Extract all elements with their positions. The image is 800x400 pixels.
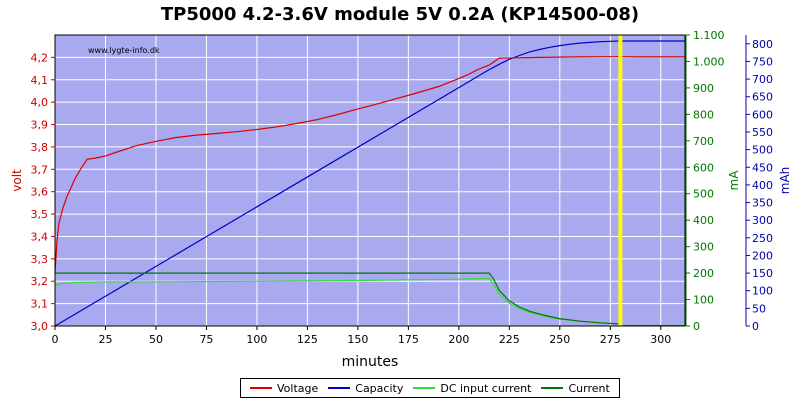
legend: Voltage Capacity DC input current Current (240, 378, 620, 398)
y1-tick-label: 4,2 (31, 51, 49, 64)
y-axis-volt: 3,0 3,1 3,2 3,3 3,4 3,5 3,6 3,7 3,8 3,9 4,0 4,1 4,2 v… (10, 51, 55, 333)
y2-tick-label: 100 (693, 294, 714, 307)
y3-tick-label: 650 (752, 91, 773, 104)
x-tick-label: 225 (499, 333, 520, 346)
x-tick-label: 150 (347, 333, 368, 346)
y1-axis-label: volt (10, 169, 24, 192)
y1-tick-label: 3,1 (31, 298, 49, 311)
plot-area (55, 35, 685, 326)
chart-title: TP5000 4.2-3.6V module 5V 0.2A (KP14500-… (160, 4, 640, 25)
y-axis-mah: 0 50 100 150 200 250 300 350 400 450 500 550 600 650 7… (745, 35, 792, 333)
y2-tick-label: 400 (693, 214, 714, 227)
x-tick-label: 0 (52, 333, 59, 346)
y2-tick-label: 1.100 (693, 29, 725, 42)
y2-tick-label: 900 (693, 82, 714, 95)
y3-tick-label: 700 (752, 73, 773, 86)
x-tick-label: 25 (98, 333, 112, 346)
y3-tick-label: 750 (752, 55, 773, 68)
y2-tick-label: 800 (693, 108, 714, 121)
legend-label: DC input current (440, 381, 532, 395)
series-capacity-line (54, 40, 685, 327)
x-tick-label: 275 (600, 333, 621, 346)
legend-swatch (328, 387, 351, 389)
y3-tick-label: 150 (752, 267, 773, 280)
x-tick-label: 125 (297, 333, 318, 346)
legend-item: Current (541, 381, 610, 395)
y2-tick-label: 500 (693, 188, 714, 201)
y2-tick-label: 300 (693, 241, 714, 254)
y3-tick-label: 500 (752, 144, 773, 157)
y1-tick-label: 3,5 (31, 208, 49, 221)
legend-label: Current (568, 381, 610, 395)
legend-swatch (413, 387, 436, 389)
y3-tick-label: 300 (752, 214, 773, 227)
y3-tick-label: 400 (752, 179, 773, 192)
y3-tick-label: 250 (752, 232, 773, 245)
y-axis-ma: 0 100 200 300 400 500 600 700 800 900 1.000 1.100 mA (685, 29, 741, 333)
x-tick-label: 50 (149, 333, 163, 346)
y2-tick-label: 1.000 (693, 55, 725, 68)
y2-axis-label: mA (727, 170, 741, 191)
y3-tick-label: 0 (752, 320, 759, 333)
y3-tick-label: 600 (752, 108, 773, 121)
y1-tick-label: 4,1 (31, 74, 49, 87)
y3-tick-label: 450 (752, 161, 773, 174)
legend-label: Capacity (355, 381, 404, 395)
watermark: www.lygte-info.dk (88, 46, 160, 55)
y1-tick-label: 3,9 (31, 119, 49, 132)
legend-item: Voltage (250, 382, 318, 395)
y1-tick-label: 3,8 (31, 141, 49, 154)
series-current-line (55, 272, 685, 327)
y2-tick-label: 200 (693, 267, 714, 280)
legend-swatch (541, 387, 564, 389)
y1-tick-label: 3,7 (31, 163, 49, 176)
y3-axis-label: mAh (778, 167, 792, 195)
y1-tick-label: 4,0 (31, 96, 49, 109)
y1-tick-label: 3,0 (31, 320, 49, 333)
y3-tick-label: 350 (752, 197, 773, 210)
y2-tick-label: 600 (693, 161, 714, 174)
y1-tick-label: 3,3 (31, 253, 49, 266)
series-voltage-line (54, 56, 685, 273)
y3-tick-label: 550 (752, 126, 773, 139)
y3-tick-label: 100 (752, 285, 773, 298)
y1-tick-label: 3,6 (31, 186, 49, 199)
x-axis-label: minutes (342, 354, 399, 370)
legend-item: DC input current (413, 382, 531, 395)
y1-tick-label: 3,4 (31, 230, 49, 243)
y2-tick-label: 0 (693, 320, 700, 333)
legend-label: Voltage (277, 381, 319, 395)
plot-frame (54, 34, 686, 327)
y1-tick-label: 3,2 (31, 275, 49, 288)
legend-item: Capacity (328, 382, 403, 395)
x-tick-label: 75 (199, 333, 213, 346)
x-tick-label: 300 (650, 333, 671, 346)
y2-tick-label: 700 (693, 135, 714, 148)
x-tick-label: 250 (549, 333, 570, 346)
series-layer (54, 35, 685, 327)
x-tick-label: 100 (246, 333, 267, 346)
legend-swatch (250, 387, 272, 389)
x-tick-label: 175 (398, 333, 419, 346)
y3-tick-label: 200 (752, 249, 773, 262)
x-axis: 0 25 50 75 100 125 150 175 200 225 250 275 300 (52, 326, 671, 346)
y3-tick-label: 50 (752, 302, 766, 315)
y3-tick-label: 800 (752, 38, 773, 51)
x-tick-label: 200 (448, 333, 469, 346)
